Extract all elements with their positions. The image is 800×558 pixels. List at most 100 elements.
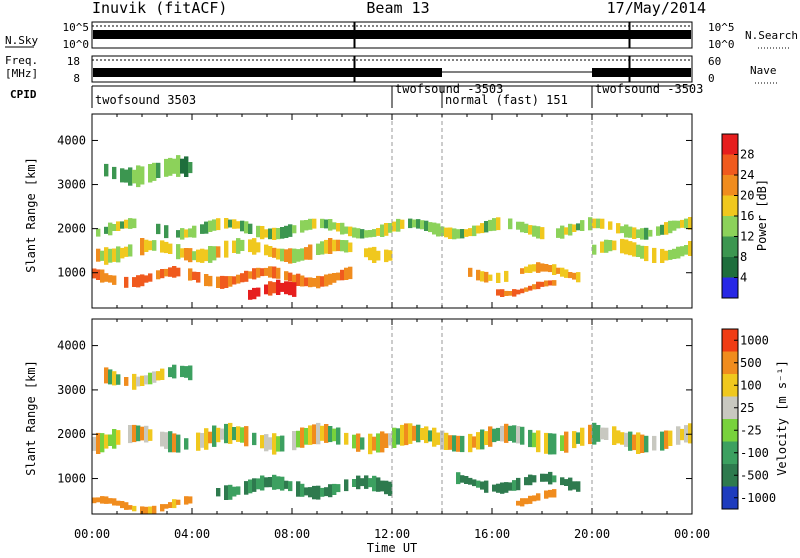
heatmap-cell xyxy=(304,220,309,231)
heatmap-cell xyxy=(544,490,549,499)
heatmap-cell xyxy=(108,369,113,385)
power-heatmap xyxy=(92,155,693,300)
heatmap-cell xyxy=(160,269,165,279)
heatmap-cell xyxy=(428,222,433,233)
beam-title: Beam 13 xyxy=(366,0,429,17)
heatmap-cell xyxy=(320,276,325,287)
heatmap-cell xyxy=(616,430,621,444)
heatmap-cell xyxy=(448,227,453,239)
heatmap-cell xyxy=(124,502,129,510)
heatmap-cell xyxy=(244,221,249,234)
velocity-colorbar-swatch xyxy=(722,329,738,352)
heatmap-cell xyxy=(640,245,645,259)
heatmap-cell xyxy=(512,425,517,443)
power-colorbar-swatch xyxy=(722,236,738,257)
heatmap-cell xyxy=(188,162,193,174)
heatmap-cell xyxy=(220,428,225,440)
heatmap-cell xyxy=(140,426,145,441)
heatmap-cell xyxy=(528,225,533,235)
heatmap-cell xyxy=(552,264,557,275)
heatmap-cell xyxy=(248,479,253,494)
heatmap-cell xyxy=(612,240,617,251)
heatmap-cell xyxy=(344,226,349,234)
heatmap-cell xyxy=(200,433,205,448)
heatmap-cell xyxy=(204,221,209,234)
heatmap-cell xyxy=(324,424,329,443)
heatmap-cell xyxy=(484,431,489,445)
heatmap-cell xyxy=(168,502,173,508)
heatmap-cell xyxy=(236,274,241,284)
heatmap-cell xyxy=(564,269,569,278)
heatmap-cell xyxy=(124,169,129,183)
heatmap-cell xyxy=(140,375,145,386)
nsearch-tick-bottom: 10^0 xyxy=(708,38,735,51)
heatmap-cell xyxy=(316,422,321,445)
heatmap-cell xyxy=(388,223,393,233)
velocity-heatmap xyxy=(92,364,693,514)
heatmap-cell xyxy=(228,484,233,500)
heatmap-cell xyxy=(92,497,97,504)
nsky-frame xyxy=(91,21,693,49)
heatmap-cell xyxy=(492,428,497,443)
heatmap-cell xyxy=(184,496,189,505)
heatmap-cell xyxy=(180,248,185,258)
heatmap-cell xyxy=(188,248,193,263)
heatmap-cell xyxy=(508,218,513,230)
heatmap-cell xyxy=(508,291,513,296)
heatmap-cell xyxy=(532,264,537,272)
heatmap-cell xyxy=(604,427,609,440)
heatmap-cell xyxy=(236,426,241,442)
heatmap-cell xyxy=(244,270,249,282)
heatmap-cell xyxy=(264,267,269,276)
heatmap-cell xyxy=(208,275,213,287)
velocity-ytick-label: 3000 xyxy=(57,383,86,397)
heatmap-cell xyxy=(344,432,349,445)
heatmap-cell xyxy=(292,248,297,263)
heatmap-cell xyxy=(312,485,317,500)
heatmap-cell xyxy=(232,240,237,253)
heatmap-cell xyxy=(184,248,189,261)
heatmap-cell xyxy=(224,423,229,444)
heatmap-cell xyxy=(572,431,577,449)
heatmap-cell xyxy=(500,425,505,442)
time-tick-label: 12:00 xyxy=(374,527,410,541)
heatmap-cell xyxy=(552,280,557,286)
heatmap-cell xyxy=(204,274,209,287)
heatmap-cell xyxy=(308,277,313,288)
heatmap-cell xyxy=(248,271,253,279)
heatmap-cell xyxy=(408,423,413,444)
nave-tick-bottom: 0 xyxy=(708,72,715,85)
heatmap-cell xyxy=(412,425,417,441)
nave-tick-top: 60 xyxy=(708,55,721,68)
date-title: 17/May/2014 xyxy=(607,0,706,17)
heatmap-cell xyxy=(104,496,109,504)
heatmap-cell xyxy=(644,435,649,453)
heatmap-cell xyxy=(240,239,245,251)
heatmap-cell xyxy=(416,219,421,229)
heatmap-cell xyxy=(404,423,409,446)
heatmap-cell xyxy=(424,426,429,444)
heatmap-cell xyxy=(532,284,537,290)
heatmap-cell xyxy=(544,264,549,272)
heatmap-cell xyxy=(688,217,693,230)
heatmap-cell xyxy=(468,267,473,277)
heatmap-cell xyxy=(592,422,597,445)
heatmap-cell xyxy=(216,488,221,497)
heatmap-cell xyxy=(196,249,201,263)
heatmap-cell xyxy=(660,431,665,451)
heatmap-cell xyxy=(100,250,105,261)
heatmap-cell xyxy=(300,248,305,261)
power-colorbar-swatch xyxy=(722,277,738,298)
cpid-label: CPID xyxy=(10,88,37,101)
heatmap-cell xyxy=(664,430,669,449)
heatmap-cell xyxy=(152,505,157,514)
heatmap-cell xyxy=(424,220,429,231)
heatmap-cell xyxy=(668,220,673,234)
heatmap-cell xyxy=(276,248,281,260)
heatmap-cell xyxy=(192,251,197,261)
heatmap-cell xyxy=(360,437,365,450)
freq-label: Freq. xyxy=(5,54,38,67)
heatmap-cell xyxy=(524,266,529,273)
heatmap-cell xyxy=(640,228,645,240)
heatmap-cell xyxy=(292,225,297,234)
